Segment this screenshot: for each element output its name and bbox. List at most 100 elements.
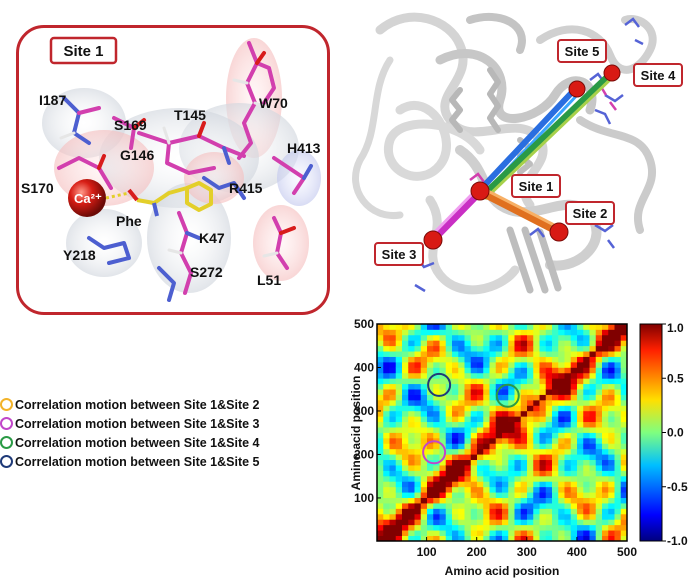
heatmap-cell (527, 448, 534, 455)
heatmap-cell (583, 508, 590, 515)
heatmap-cell (483, 389, 490, 395)
heatmap-cell (589, 443, 597, 450)
heatmap-cell (408, 389, 415, 395)
heatmap-cell (620, 324, 627, 330)
heatmap-cell (383, 361, 390, 368)
heatmap-cell (552, 334, 559, 341)
heatmap-cell (395, 405, 403, 412)
heatmap-cell (595, 535, 603, 541)
heatmap-cell (620, 513, 627, 520)
heatmap-cell (458, 508, 465, 515)
heatmap-cell (502, 470, 509, 477)
heatmap-cell (427, 481, 434, 488)
heatmap-cell (552, 394, 559, 401)
heatmap-cell (458, 437, 465, 444)
heatmap-cell (577, 503, 584, 509)
heatmap-cell (452, 481, 459, 488)
heatmap-cell (545, 367, 553, 374)
heatmap-cell (420, 356, 428, 363)
heatmap-cell (395, 427, 403, 433)
heatmap-cell (452, 513, 459, 520)
heatmap-cell (589, 427, 597, 433)
colorbar-tick-label: 0.0 (667, 426, 684, 440)
heatmap-cell (583, 345, 590, 352)
heatmap-cell (377, 324, 384, 330)
heatmap-cell (495, 443, 503, 450)
heatmap-cell (477, 427, 484, 433)
heatmap-cell (395, 399, 403, 406)
heatmap-cell (389, 378, 397, 385)
heatmap-cell (539, 465, 547, 471)
heatmap-cell (545, 372, 553, 379)
heatmap-cell (520, 497, 528, 504)
heatmap-cell (470, 372, 478, 379)
heatmap-cell (514, 345, 522, 352)
heatmap-cell (389, 416, 397, 423)
heatmap-cell (608, 497, 615, 504)
heatmap-cell (383, 345, 390, 352)
heatmap-cell (620, 340, 627, 347)
heatmap-cell (458, 513, 465, 520)
heatmap-cell (577, 465, 584, 471)
heatmap-cell (527, 513, 534, 520)
heatmap-cell (408, 427, 415, 433)
heatmap-cell (414, 503, 422, 509)
heatmap-cell (489, 481, 497, 488)
heatmap-cell (614, 432, 622, 439)
heatmap-cell (377, 372, 384, 379)
heatmap-cell (464, 389, 472, 395)
heatmap-cell (502, 465, 509, 471)
heatmap-cell (602, 334, 609, 341)
heatmap-cell (470, 405, 478, 412)
heatmap-cell (514, 535, 522, 541)
heatmap-cell (552, 383, 559, 390)
heatmap-cell (520, 475, 528, 482)
heatmap-cell (520, 535, 528, 541)
heatmap-cell (595, 470, 603, 477)
heatmap-cell (539, 351, 547, 357)
heatmap-cell (620, 437, 627, 444)
heatmap-cell (470, 465, 478, 471)
heatmap-cell (470, 535, 478, 541)
heatmap-cell (489, 432, 497, 439)
heatmap-cell (439, 361, 447, 368)
heatmap-cell (433, 399, 440, 406)
heatmap-cell (583, 340, 590, 347)
heatmap-cell (552, 486, 559, 493)
heatmap-cell (389, 356, 397, 363)
heatmap-cell (452, 394, 459, 401)
heatmap-cell (414, 432, 422, 439)
heatmap-cell (564, 475, 572, 482)
heatmap-cell (402, 454, 409, 461)
heatmap-cell (470, 470, 478, 477)
heatmap-cell (508, 340, 515, 347)
heatmap-cell (558, 427, 565, 433)
heatmap-cell (602, 410, 609, 417)
heatmap-cell (408, 503, 415, 509)
y-tick-label: 100 (354, 491, 374, 505)
heatmap-cell (470, 524, 478, 531)
heatmap-cell (452, 340, 459, 347)
heatmap-cell (445, 535, 453, 541)
heatmap-cell (620, 486, 627, 493)
heatmap-cell (595, 524, 603, 531)
heatmap-cell (570, 459, 578, 466)
heatmap-cell (539, 492, 547, 498)
heatmap-cell (402, 383, 409, 390)
heatmap-cell (502, 503, 509, 509)
heatmap-cell (583, 389, 590, 395)
heatmap-cell (589, 345, 597, 352)
legend-text: Correlation motion between Site 1&Site 5 (15, 454, 260, 469)
heatmap-cell (539, 389, 547, 395)
heatmap-cell (595, 443, 603, 450)
heatmap-cell (439, 340, 447, 347)
heatmap-cell (489, 372, 497, 379)
heatmap-cell (608, 470, 615, 477)
heatmap-cell (539, 535, 547, 541)
heatmap-cell (377, 486, 384, 493)
x-tick-label: 400 (567, 545, 587, 559)
heatmap-cell (558, 443, 565, 450)
heatmap-cell (395, 524, 403, 531)
heatmap-cell (445, 410, 453, 417)
